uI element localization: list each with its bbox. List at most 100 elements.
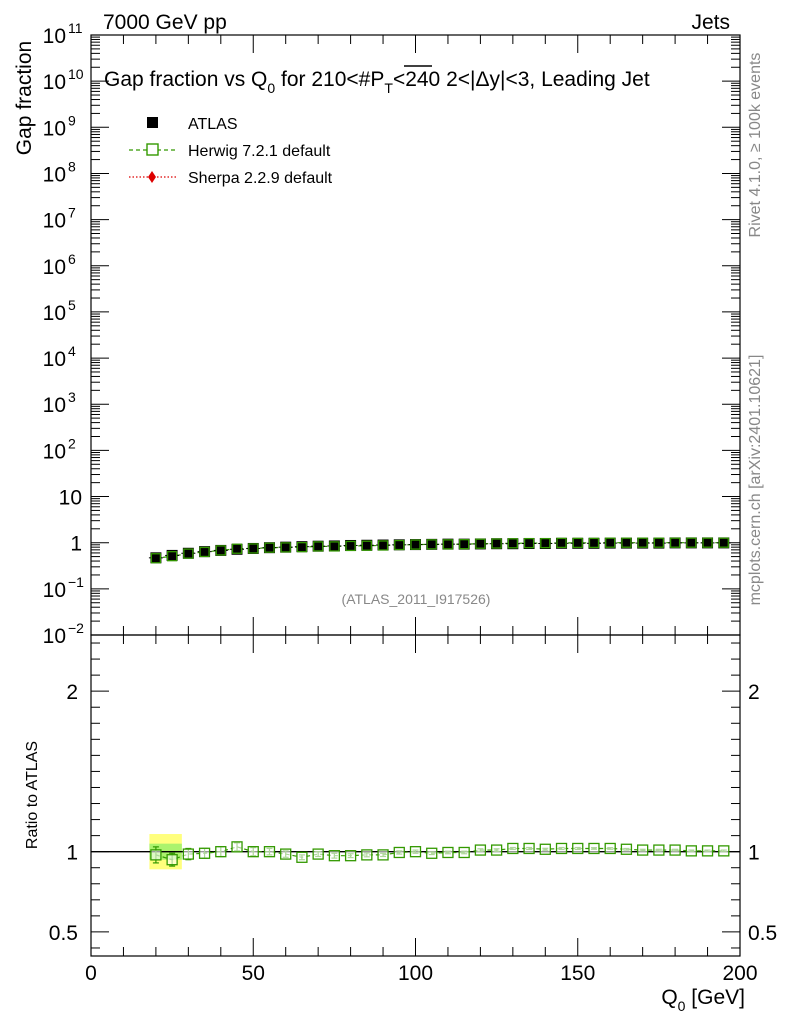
herwig-data-point	[588, 537, 600, 549]
atlas-data-point	[377, 539, 389, 551]
herwig-data-point	[572, 537, 583, 549]
atlas-data-point	[685, 537, 697, 549]
herwig-ratio-point	[474, 844, 487, 856]
main-y-tick-label-exponent: −2	[68, 620, 84, 636]
main-y-tick-label: 10	[43, 348, 66, 371]
main-y-tick-label-exponent: 5	[68, 297, 76, 313]
herwig-data-point	[394, 539, 405, 551]
analysis-id-label: (ATLAS_2011_I917526)	[342, 591, 491, 607]
herwig-ratio-point	[588, 842, 600, 855]
main-y-tick-label: 10	[43, 210, 66, 233]
herwig-data-point	[621, 537, 632, 548]
herwig-ratio-point	[669, 844, 681, 856]
main-y-tick-label-exponent: 9	[68, 112, 76, 128]
ratio-y-ticks	[91, 642, 740, 949]
herwig-data-point	[523, 537, 535, 549]
atlas-data-point	[263, 542, 275, 554]
main-y-tick-label-exponent: 4	[68, 343, 76, 359]
atlas-data-point	[393, 539, 405, 551]
herwig-ratio-point	[166, 854, 178, 866]
main-y-tick-label: 10	[43, 117, 66, 140]
main-y-tick-label: 10	[43, 440, 66, 463]
herwig-data-point	[442, 539, 454, 550]
rivet-version-label: Rivet 4.1.0, ≥ 100k events	[747, 53, 764, 238]
herwig-data-point	[264, 542, 275, 553]
herwig-ratio-point	[685, 845, 697, 857]
atlas-data-point	[247, 542, 259, 554]
xlabel-sub: 0	[678, 998, 686, 1014]
atlas-data-point	[199, 546, 211, 558]
herwig-data-point	[199, 546, 210, 558]
herwig-data-point	[280, 542, 291, 553]
ratio-y-tick-label-right: 0.5	[748, 922, 777, 945]
herwig-ratio-point	[344, 850, 357, 862]
legend-sherpa-marker	[148, 171, 156, 183]
ratio-plot-frame	[90, 634, 741, 957]
herwig-ratio-point	[490, 844, 503, 856]
main-y-tick-label: 10	[59, 487, 82, 510]
herwig-ratio-point	[572, 842, 584, 855]
main-y-tick-label-exponent: 3	[68, 389, 76, 405]
ratio-y-tick-labels: 0.5 0.5 1 1 2 2	[49, 681, 777, 945]
plot-title: Gap fraction vs Q0 for 210<#PT<240 2<|Δy…	[104, 68, 650, 96]
main-y-tick-label-exponent: 6	[68, 251, 76, 267]
herwig-ratio-point	[215, 846, 227, 858]
herwig-ratio-point	[539, 843, 551, 855]
atlas-data-point	[491, 538, 503, 550]
ratio-y-tick-label-left: 0.5	[49, 922, 78, 945]
herwig-data-point	[475, 538, 486, 549]
x-tick-label: 50	[242, 962, 265, 985]
ratio-data-points	[150, 841, 730, 867]
herwig-data-point	[296, 542, 308, 553]
main-y-tick-label-exponent: 10	[68, 66, 84, 82]
herwig-ratio-point	[393, 846, 405, 859]
title-sub-t: T	[384, 80, 393, 96]
main-y-tick-label: 10	[43, 25, 66, 48]
atlas-data-point	[458, 538, 470, 550]
atlas-data-point	[669, 537, 681, 549]
x-tick-label: 0	[85, 962, 97, 985]
herwig-data-point	[507, 538, 519, 549]
herwig-ratio-point	[555, 842, 568, 855]
ratio-y-tick-label-right: 1	[748, 842, 760, 865]
herwig-ratio-point	[637, 844, 649, 856]
herwig-ratio-point	[150, 849, 162, 861]
atlas-data-point	[474, 538, 486, 550]
legend-sherpa-label: Sherpa 2.2.9 default	[188, 170, 333, 187]
title-overline-p: P	[370, 68, 384, 91]
herwig-data-point	[410, 539, 421, 550]
main-y-tick-label: 10	[43, 302, 66, 325]
legend: ATLAS Herwig 7.2.1 default Sherpa 2.2.9 …	[129, 116, 333, 187]
herwig-data-point	[653, 537, 665, 548]
herwig-ratio-point	[507, 842, 519, 855]
atlas-data-point	[231, 543, 243, 555]
herwig-data-point	[345, 540, 356, 552]
atlas-data-point	[361, 539, 373, 551]
x-axis-label: Q0 [GeV]	[661, 986, 745, 1014]
atlas-data-point	[588, 537, 600, 549]
herwig-ratio-point	[231, 841, 243, 853]
herwig-ratio-point	[604, 842, 616, 855]
legend-herwig-label: Herwig 7.2.1 default	[188, 143, 331, 160]
atlas-data-point	[182, 547, 194, 559]
herwig-ratio-point	[523, 842, 535, 855]
atlas-data-point	[426, 538, 438, 550]
herwig-ratio-point	[312, 848, 324, 860]
title-part-a: Gap fraction vs Q	[104, 68, 267, 91]
main-y-tick-label-exponent: 2	[68, 435, 76, 451]
title-part-b: for 210<#	[275, 68, 370, 91]
legend-atlas-label: ATLAS	[188, 116, 238, 133]
atlas-data-point	[604, 537, 616, 549]
atlas-data-point	[620, 537, 632, 549]
main-y-tick-label-exponent: 11	[68, 20, 83, 36]
atlas-data-point	[345, 539, 357, 551]
atlas-data-point	[166, 549, 178, 561]
herwig-ratio-point	[263, 846, 276, 858]
x-tick-label: 100	[398, 962, 433, 985]
herwig-data-point	[686, 537, 697, 548]
main-y-tick-label-exponent: −1	[68, 574, 84, 590]
herwig-data-point	[150, 553, 162, 564]
atlas-data-point	[312, 540, 324, 552]
herwig-ratio-point	[377, 849, 389, 861]
